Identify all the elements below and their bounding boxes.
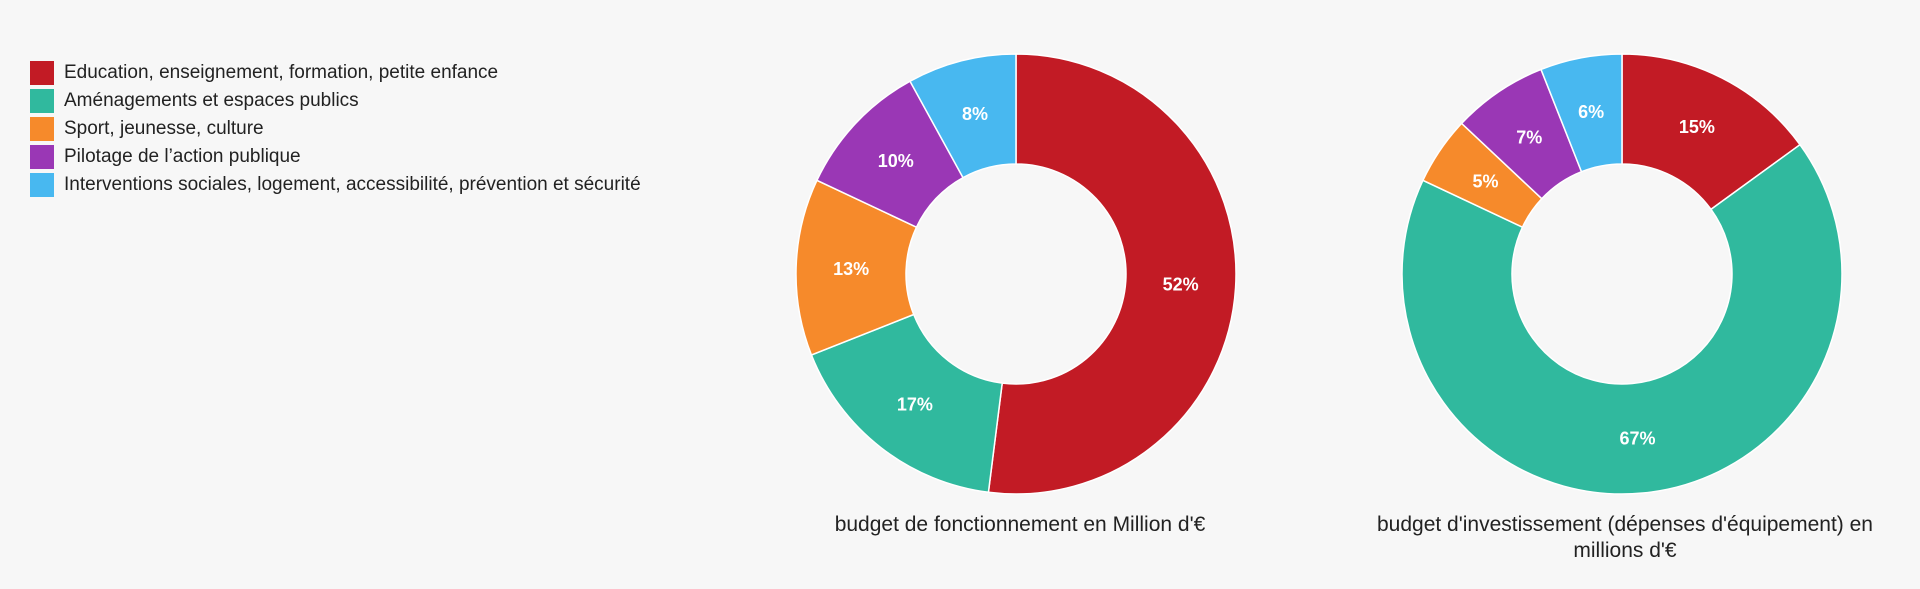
donut-svg-fonctionnement: 52% 17% 13% 10% 8% <box>795 53 1237 495</box>
chart-legend: Education, enseignement, formation, peti… <box>30 59 641 199</box>
slice-label-fonctionnement-amenagements: 17% <box>897 394 933 414</box>
legend-swatch-education <box>30 61 54 85</box>
legend-item-sport: Sport, jeunesse, culture <box>30 115 641 143</box>
legend-swatch-pilotage <box>30 145 54 169</box>
legend-label-education: Education, enseignement, formation, peti… <box>64 62 499 83</box>
slice-label-investissement-amenagements: 67% <box>1620 428 1656 448</box>
slice-fonctionnement-amenagements <box>810 313 1004 494</box>
slice-fonctionnement-education <box>987 53 1237 495</box>
legend-label-amenagements: Aménagements et espaces publics <box>64 90 359 111</box>
donut-chart-fonctionnement: 52% 17% 13% 10% 8% budget de fonctionnement … <box>770 0 1270 589</box>
legend-item-interventions: Interventions sociales, logement, access… <box>30 171 641 199</box>
slice-label-fonctionnement-pilotage: 10% <box>878 151 914 171</box>
legend-swatch-amenagements <box>30 89 54 113</box>
donut-svg-investissement: 15% 67% 5% 7% 6% <box>1401 53 1843 495</box>
legend-item-education: Education, enseignement, formation, peti… <box>30 59 641 87</box>
slice-label-investissement-pilotage: 7% <box>1516 128 1542 148</box>
slice-label-investissement-interventions: 6% <box>1578 102 1604 122</box>
slice-label-fonctionnement-sport: 13% <box>833 259 869 279</box>
legend-label-interventions: Interventions sociales, logement, access… <box>64 174 641 195</box>
legend-label-pilotage: Pilotage de l’action publique <box>64 146 301 167</box>
slice-label-investissement-education: 15% <box>1679 117 1715 137</box>
slice-investissement-interventions <box>1540 53 1623 173</box>
legend-item-pilotage: Pilotage de l’action publique <box>30 143 641 171</box>
legend-swatch-sport <box>30 117 54 141</box>
slice-fonctionnement-interventions <box>908 53 1017 179</box>
slice-label-investissement-sport: 5% <box>1473 171 1499 191</box>
legend-label-sport: Sport, jeunesse, culture <box>64 118 264 139</box>
chart-title-investissement: budget d'investissement (dépenses d'équi… <box>1376 513 1873 562</box>
slice-label-fonctionnement-education: 52% <box>1163 274 1199 294</box>
slice-investissement-education <box>1621 53 1802 211</box>
legend-swatch-interventions <box>30 173 54 197</box>
slice-label-fonctionnement-interventions: 8% <box>962 104 988 124</box>
chart-title-fonctionnement: budget de fonctionnement en Million d'€ <box>834 513 1206 536</box>
legend-item-amenagements: Aménagements et espaces publics <box>30 87 641 115</box>
donut-chart-investissement: 15% 67% 5% 7% 6% budget d'investissement (dé… <box>1330 0 1920 589</box>
slice-investissement-amenagements <box>1401 143 1843 495</box>
